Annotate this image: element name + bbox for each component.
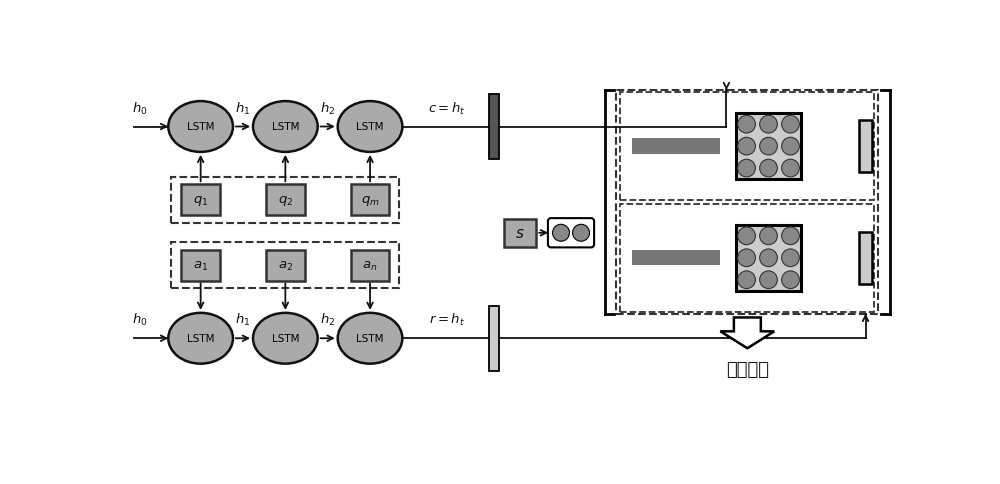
Text: $a_2$: $a_2$ [278, 259, 293, 272]
Bar [489, 94, 499, 160]
Ellipse shape [338, 102, 402, 152]
Text: LSTM: LSTM [187, 333, 214, 344]
Circle shape [738, 116, 755, 134]
Bar [351, 185, 389, 215]
Text: $q_2$: $q_2$ [278, 193, 293, 207]
Circle shape [782, 160, 799, 178]
Bar [616, 91, 878, 314]
Circle shape [760, 160, 777, 178]
Ellipse shape [168, 313, 233, 364]
Text: LSTM: LSTM [272, 122, 299, 132]
Circle shape [782, 272, 799, 289]
Bar [171, 177, 399, 223]
Bar [181, 185, 220, 215]
Bar [181, 250, 220, 281]
Text: LSTM: LSTM [187, 122, 214, 132]
Bar [736, 226, 801, 291]
Circle shape [553, 225, 569, 242]
Bar [632, 139, 720, 154]
Circle shape [760, 116, 777, 134]
Text: $q_m$: $q_m$ [361, 193, 379, 207]
Circle shape [760, 249, 777, 267]
Ellipse shape [253, 313, 318, 364]
Text: $h_2$: $h_2$ [320, 100, 335, 117]
Bar [171, 242, 399, 288]
Text: $h_0$: $h_0$ [132, 100, 148, 117]
Circle shape [760, 272, 777, 289]
Circle shape [738, 249, 755, 267]
Text: $q_1$: $q_1$ [193, 193, 208, 207]
Text: 匹配分数: 匹配分数 [726, 360, 769, 378]
Bar [859, 232, 872, 285]
Circle shape [738, 272, 755, 289]
Text: $r = h_t$: $r = h_t$ [429, 312, 465, 328]
Polygon shape [720, 318, 774, 348]
Ellipse shape [168, 102, 233, 152]
Circle shape [760, 138, 777, 156]
Text: $h_0$: $h_0$ [132, 312, 148, 328]
Bar [620, 92, 874, 201]
Circle shape [760, 227, 777, 245]
Circle shape [782, 138, 799, 156]
FancyBboxPatch shape [548, 219, 594, 248]
Text: $h_2$: $h_2$ [320, 312, 335, 328]
Circle shape [573, 225, 590, 242]
Circle shape [782, 227, 799, 245]
Bar [266, 185, 305, 215]
Bar [736, 114, 801, 180]
Text: $s$: $s$ [515, 226, 525, 241]
Bar [266, 250, 305, 281]
Circle shape [782, 116, 799, 134]
Text: LSTM: LSTM [356, 122, 384, 132]
Bar [489, 306, 499, 371]
Text: $h_1$: $h_1$ [235, 312, 251, 328]
Circle shape [738, 227, 755, 245]
Bar [859, 121, 872, 173]
Text: $c = h_t$: $c = h_t$ [428, 100, 466, 117]
Bar [351, 250, 389, 281]
Bar [632, 251, 720, 266]
Circle shape [782, 249, 799, 267]
Text: LSTM: LSTM [356, 333, 384, 344]
Bar [504, 219, 536, 247]
Circle shape [738, 138, 755, 156]
Text: $a_n$: $a_n$ [362, 259, 378, 272]
Ellipse shape [253, 102, 318, 152]
Text: LSTM: LSTM [272, 333, 299, 344]
Text: $h_1$: $h_1$ [235, 100, 251, 117]
Text: $a_1$: $a_1$ [193, 259, 208, 272]
Circle shape [738, 160, 755, 178]
Bar [620, 204, 874, 313]
Ellipse shape [338, 313, 402, 364]
